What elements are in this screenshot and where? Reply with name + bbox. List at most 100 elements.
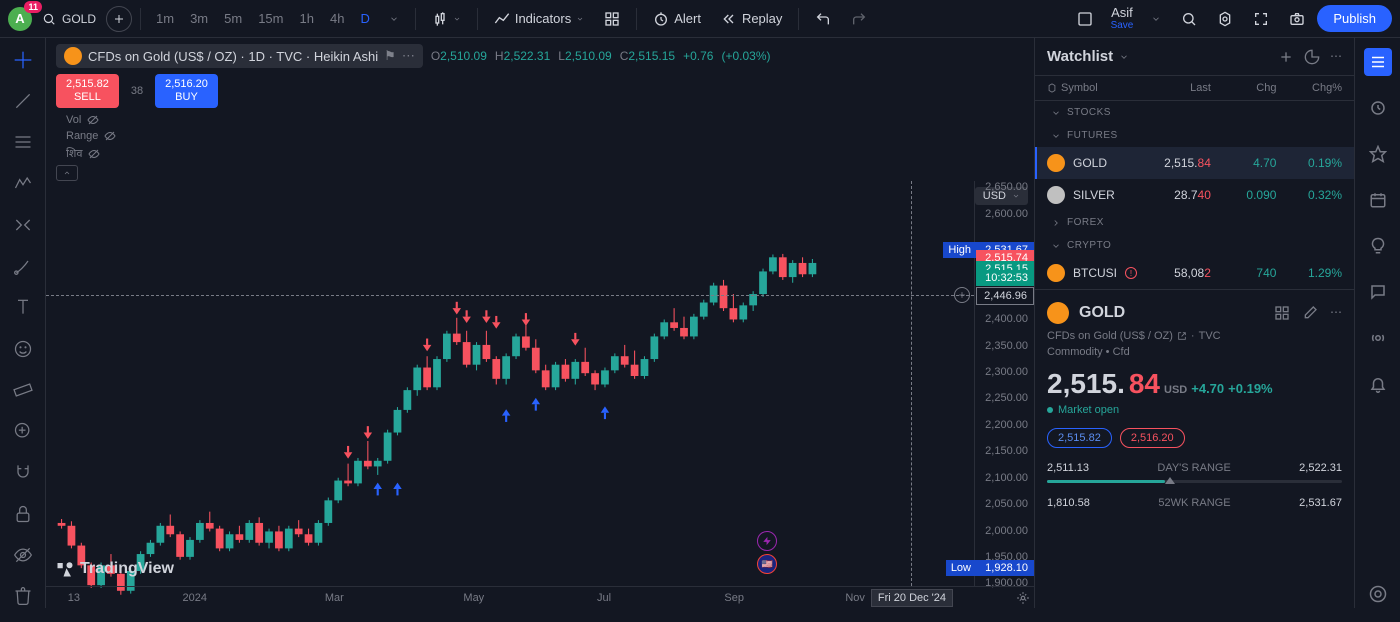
magnet-tool[interactable] [9, 461, 37, 484]
user-avatar[interactable]: A 11 [8, 7, 32, 31]
settings-button[interactable] [1209, 7, 1241, 31]
add-symbol-button[interactable] [106, 6, 132, 32]
notification-badge: 11 [24, 1, 42, 13]
ideas-tab-icon[interactable] [1364, 232, 1392, 260]
text-tool[interactable] [9, 296, 37, 319]
candlestick-type-button[interactable] [424, 7, 469, 31]
wl-row-gold[interactable]: GOLD2,515.844.700.19% [1035, 147, 1354, 179]
buy-pill[interactable]: 2,516.20 [1120, 428, 1185, 448]
chevron-down-icon[interactable] [1143, 10, 1169, 28]
watchlist-title[interactable]: Watchlist [1047, 48, 1129, 65]
trendline-tool[interactable] [9, 89, 37, 112]
emoji-tool[interactable] [9, 337, 37, 360]
gold-icon [64, 47, 82, 65]
left-toolbar [0, 38, 46, 608]
sell-button[interactable]: 2,515.82 SELL [56, 74, 119, 108]
templates-button[interactable] [596, 7, 628, 31]
grid-icon[interactable] [1274, 305, 1290, 321]
indicator-row[interactable]: शिव [66, 146, 208, 161]
watchlist-columns: Symbol Last Chg Chg% [1035, 76, 1354, 101]
more-icon[interactable]: ⋯ [402, 48, 415, 64]
more-icon[interactable]: ⋯ [1330, 305, 1342, 321]
main-layout: CFDs on Gold (US$ / OZ) · 1D · TVC · Hei… [0, 38, 1400, 608]
snapshot-button[interactable] [1281, 7, 1313, 31]
pattern-tool[interactable] [9, 172, 37, 195]
wl-row-silver[interactable]: SILVER28.7400.0900.32% [1035, 179, 1354, 211]
indicator-row[interactable]: Range [66, 130, 208, 142]
chat-tab-icon[interactable] [1364, 278, 1392, 306]
wl-section-forex[interactable]: FOREX [1035, 211, 1354, 234]
stream-tab-icon[interactable] [1364, 324, 1392, 352]
timeframe-group: 1m3m5m15m1h4hD [149, 7, 377, 30]
alert-icon [653, 11, 669, 27]
hide-tool[interactable] [9, 543, 37, 566]
time-axis[interactable]: 132024MarMayJulSepNovFri 20 Dec '24 [46, 586, 1034, 608]
col-chg: Chg [1211, 82, 1277, 94]
zoom-tool[interactable] [9, 420, 37, 443]
wl-section-stocks[interactable]: STOCKS [1035, 101, 1354, 124]
divider [140, 8, 141, 30]
sell-price: 2,515.82 [66, 78, 109, 91]
sell-label: SELL [66, 91, 109, 104]
fullscreen-button[interactable] [1245, 7, 1277, 31]
collapse-button[interactable] [56, 165, 78, 181]
timeframe-15m[interactable]: 15m [251, 7, 290, 30]
brush-tool[interactable] [9, 254, 37, 277]
timeframe-3m[interactable]: 3m [183, 7, 215, 30]
fib-tool[interactable] [9, 131, 37, 154]
timeframe-5m[interactable]: 5m [217, 7, 249, 30]
trade-buttons: 2,515.82 SELL 38 2,516.20 BUY [56, 74, 218, 114]
flag-icon: ⚑ [384, 48, 396, 64]
symbol-search[interactable]: GOLD [42, 12, 96, 26]
wl-row-btcusi[interactable]: BTCUSI!58,0827401.29% [1035, 257, 1354, 289]
buy-button[interactable]: 2,516.20 BUY [155, 74, 218, 108]
help-icon[interactable] [1364, 580, 1392, 608]
publish-button[interactable]: Publish [1317, 5, 1392, 32]
user-block[interactable]: Asif Save [1111, 6, 1134, 31]
wl-section-crypto[interactable]: CRYPTO [1035, 234, 1354, 257]
more-icon[interactable]: ⋯ [1330, 49, 1342, 65]
chart-icon[interactable] [1304, 49, 1320, 65]
price-axis[interactable]: 2,650.002,600.002,400.002,350.002,300.00… [974, 181, 1034, 586]
timeframe-4h[interactable]: 4h [323, 7, 351, 30]
alert-button[interactable]: Alert [645, 7, 709, 31]
divider [636, 8, 637, 30]
search-button[interactable] [1173, 7, 1205, 31]
detail-header: GOLD ⋯ [1047, 302, 1342, 324]
alerts-tab-icon[interactable] [1364, 94, 1392, 122]
redo-button[interactable] [843, 7, 875, 31]
watchlist-actions: ⋯ [1278, 49, 1342, 65]
calendar-tab-icon[interactable] [1364, 186, 1392, 214]
event-badges[interactable]: 🇺🇸 [757, 531, 777, 574]
divider [798, 8, 799, 30]
symbol-chip[interactable]: CFDs on Gold (US$ / OZ) · 1D · TVC · Hei… [56, 44, 423, 68]
replay-button[interactable]: Replay [713, 7, 790, 31]
undo-button[interactable] [807, 7, 839, 31]
indicator-list: Vol Range शिव [56, 114, 218, 161]
candlestick-chart[interactable] [46, 181, 1034, 622]
sell-pill[interactable]: 2,515.82 [1047, 428, 1112, 448]
indicator-row[interactable]: Vol [66, 114, 208, 126]
detail-price: 2,515.84 USD +4.70 +0.19% [1047, 368, 1342, 400]
timeframe-1h[interactable]: 1h [293, 7, 321, 30]
ohlc-display: O2,510.09 H2,522.31 L2,510.09 C2,515.15 … [431, 49, 771, 63]
search-icon [42, 12, 56, 26]
timeframe-D[interactable]: D [353, 7, 376, 30]
notifications-tab-icon[interactable] [1364, 370, 1392, 398]
lock-tool[interactable] [9, 502, 37, 525]
shape-tool[interactable] [9, 213, 37, 236]
add-icon[interactable] [1278, 49, 1294, 65]
ruler-tool[interactable] [9, 378, 37, 401]
edit-icon[interactable] [1302, 305, 1318, 321]
cursor-tool[interactable] [9, 48, 37, 71]
top-toolbar: A 11 GOLD 1m3m5m15m1h4hD Indicators Aler… [0, 0, 1400, 38]
watchlist-tab-icon[interactable] [1364, 48, 1392, 76]
wl-section-futures[interactable]: FUTURES [1035, 124, 1354, 147]
chevron-down-icon[interactable] [381, 10, 407, 28]
hotlist-tab-icon[interactable] [1364, 140, 1392, 168]
indicators-button[interactable]: Indicators [486, 7, 592, 31]
timeframe-1m[interactable]: 1m [149, 7, 181, 30]
trash-tool[interactable] [9, 585, 37, 608]
chart-body[interactable]: USD 2,650.002,600.002,400.002,350.002,30… [46, 181, 1034, 586]
layout-button[interactable] [1069, 7, 1101, 31]
